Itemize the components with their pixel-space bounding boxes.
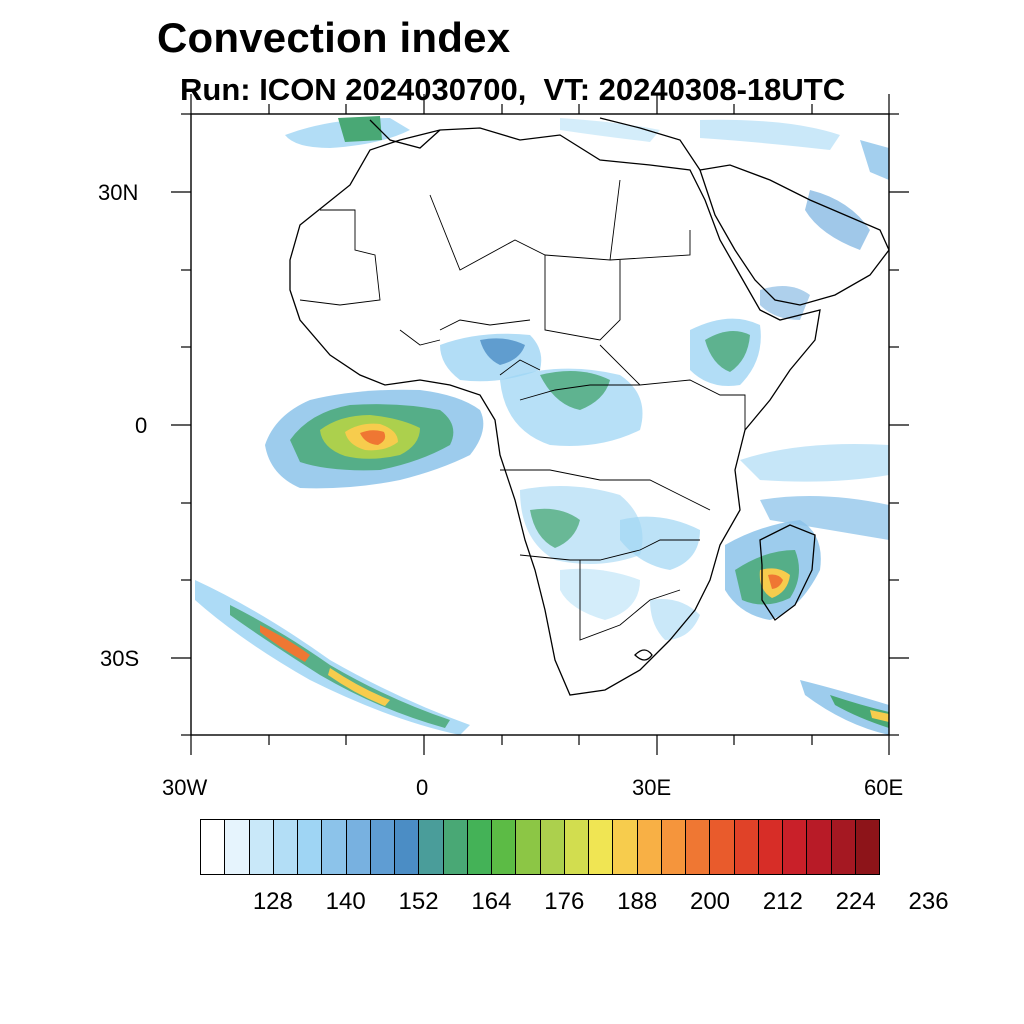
colorbar-cell bbox=[734, 820, 759, 874]
colorbar-cell bbox=[661, 820, 686, 874]
colorbar-cell bbox=[831, 820, 856, 874]
colorbar-cell bbox=[443, 820, 468, 874]
colorbar-label: 212 bbox=[762, 888, 803, 915]
lon-label-60e: 60E bbox=[864, 775, 904, 800]
colorbar-cell bbox=[686, 820, 711, 874]
colorbar-label: 176 bbox=[544, 888, 585, 915]
colorbar-cell bbox=[298, 820, 323, 874]
colorbar-cell bbox=[540, 820, 565, 874]
colorbar-cell bbox=[492, 820, 517, 874]
axis-ticks bbox=[171, 94, 909, 755]
colorbar bbox=[200, 819, 880, 875]
colorbar-cell bbox=[273, 820, 298, 874]
colorbar-cell bbox=[225, 820, 250, 874]
colorbar-label: 224 bbox=[835, 888, 876, 915]
lon-label-0: 0 bbox=[416, 775, 429, 800]
chart-subtitle: Run: ICON 2024030700, VT: 20240308-18UTC bbox=[180, 72, 846, 107]
colorbar-cell bbox=[710, 820, 735, 874]
country-borders bbox=[299, 179, 746, 641]
lat-label-0: 0 bbox=[135, 413, 148, 438]
lat-label-30s: 30S bbox=[100, 646, 140, 671]
convection-field bbox=[195, 116, 889, 735]
colorbar-label: 236 bbox=[908, 888, 949, 915]
colorbar-cell bbox=[613, 820, 638, 874]
colorbar-cell bbox=[589, 820, 614, 874]
colorbar-label: 152 bbox=[398, 888, 439, 915]
colorbar-label: 164 bbox=[471, 888, 512, 915]
colorbar-cell bbox=[783, 820, 808, 874]
chart-title: Convection index bbox=[157, 14, 511, 61]
colorbar-cell bbox=[201, 820, 226, 874]
colorbar-cell bbox=[564, 820, 589, 874]
colorbar-cell bbox=[807, 820, 832, 874]
lon-label-30w: 30W bbox=[162, 775, 208, 800]
colorbar-cell bbox=[249, 820, 274, 874]
colorbar-cell bbox=[758, 820, 783, 874]
colorbar-cell bbox=[637, 820, 662, 874]
coastlines bbox=[289, 117, 889, 696]
colorbar-cell bbox=[419, 820, 444, 874]
colorbar-label: 140 bbox=[325, 888, 366, 915]
colorbar-cell bbox=[395, 820, 420, 874]
colorbar-cell bbox=[346, 820, 371, 874]
colorbar-label: 128 bbox=[252, 888, 293, 915]
colorbar-cell bbox=[516, 820, 541, 874]
lon-label-30e: 30E bbox=[632, 775, 672, 800]
colorbar-cell bbox=[855, 820, 879, 874]
colorbar-label: 200 bbox=[689, 888, 731, 915]
lat-label-30n: 30N bbox=[98, 180, 139, 205]
colorbar-cell bbox=[370, 820, 395, 874]
colorbar-cell bbox=[322, 820, 347, 874]
colorbar-cell bbox=[467, 820, 492, 874]
colorbar-label: 188 bbox=[617, 888, 658, 915]
